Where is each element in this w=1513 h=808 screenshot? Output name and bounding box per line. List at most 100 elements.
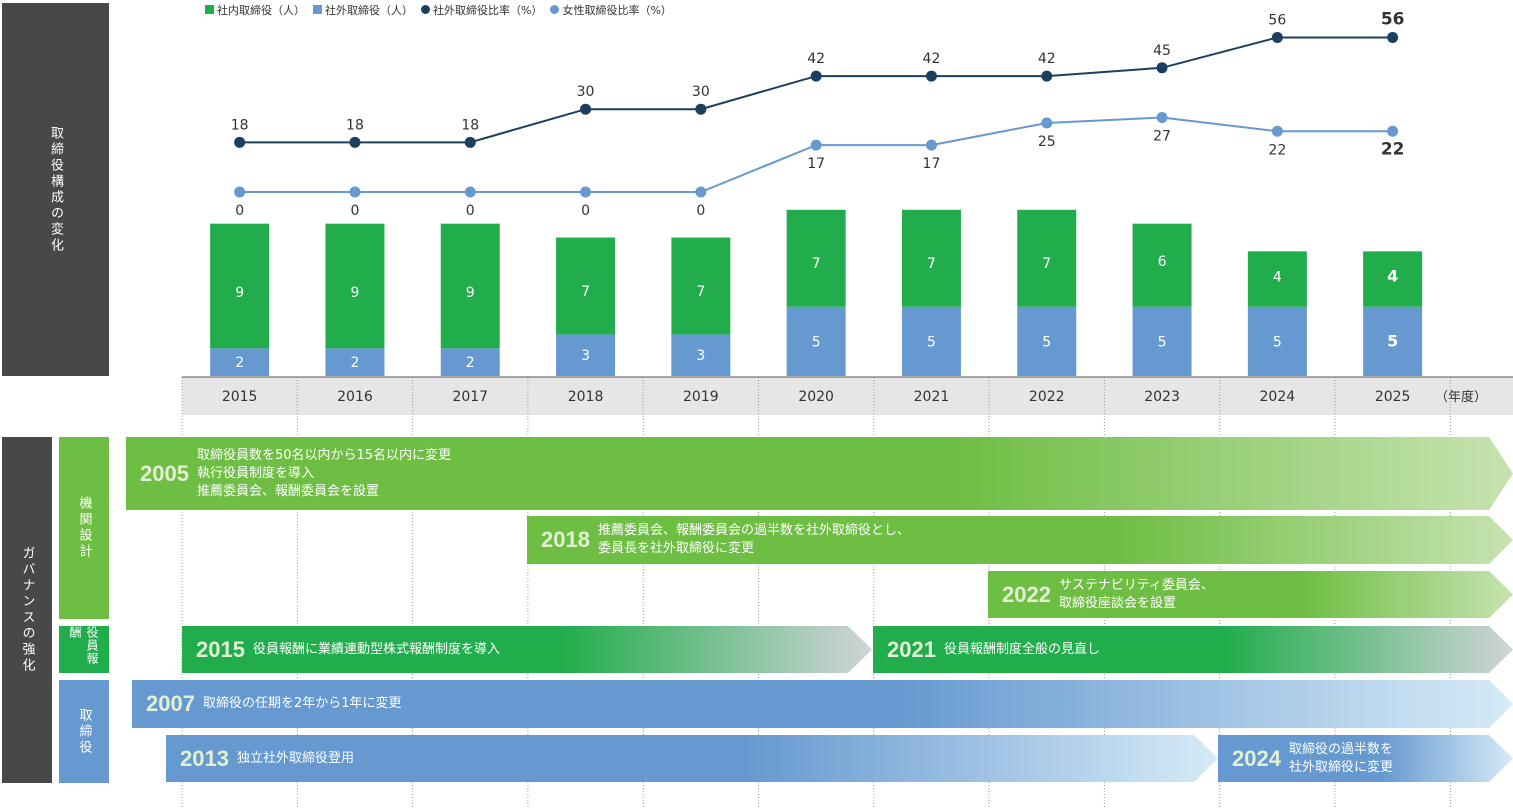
line-point <box>234 136 246 148</box>
line-point-label: 18 <box>461 117 479 133</box>
year-axis-band <box>182 377 1513 415</box>
line-point <box>349 136 361 148</box>
bar-inside-label: 6 <box>1158 254 1167 270</box>
line-point <box>810 70 822 82</box>
line-point-label: 27 <box>1153 128 1171 144</box>
bar-inside <box>901 209 961 307</box>
timeline-event: 2024 取締役の過半数を 社外取締役に変更 <box>1218 735 1513 782</box>
bar-inside <box>671 237 731 335</box>
bar-outside-label: 2 <box>235 355 244 371</box>
x-tick-label: 2017 <box>452 389 488 405</box>
line-point-label: 0 <box>696 203 705 219</box>
event-text: 取締役の任期を2年から1年に変更 <box>202 696 402 711</box>
bar-inside-label: 7 <box>812 256 821 272</box>
bar-inside-label: 9 <box>350 285 359 301</box>
x-tick-label: 2022 <box>1029 389 1065 405</box>
line-point-label: 30 <box>577 84 595 100</box>
line-point <box>695 186 707 198</box>
line-point-label: 17 <box>923 156 941 172</box>
bar-outside <box>1247 306 1307 376</box>
line-point-label: 18 <box>346 117 364 133</box>
event-year: 2022 <box>1002 581 1051 607</box>
bar-outside <box>1017 306 1077 376</box>
side-title-text: 取締役構成の変化 <box>48 125 63 254</box>
timeline-event: 2015 役員報酬に業績連動型株式報酬制度を導入 <box>182 626 872 673</box>
bar-outside-label: 2 <box>466 355 475 371</box>
line-point-label: 17 <box>807 156 825 172</box>
line-point <box>1271 125 1283 137</box>
line-point-label: 42 <box>923 51 941 67</box>
line-point-label: 0 <box>350 203 359 219</box>
legend-item: 女性取締役比率（%） <box>550 2 672 18</box>
line-point <box>925 139 937 151</box>
bar-outside <box>1363 306 1423 376</box>
bar-inside-label: 7 <box>1042 256 1051 272</box>
bar-outside <box>901 306 961 376</box>
bar-outside <box>1132 306 1192 376</box>
bar-outside-label: 5 <box>812 334 821 350</box>
bar-outside-label: 5 <box>927 334 936 350</box>
group-directors: 取締役 <box>59 680 109 783</box>
bar-inside <box>1247 251 1307 307</box>
event-text: 取締役の過半数を 社外取締役に変更 <box>1288 741 1393 775</box>
event-year: 2015 <box>196 636 245 662</box>
bar-outside <box>671 334 731 376</box>
event-text: 役員報酬に業績連動型株式報酬制度を導入 <box>252 641 500 657</box>
bar-inside-label: 9 <box>235 285 244 301</box>
event-year: 2013 <box>180 745 229 771</box>
bar-inside <box>210 223 270 349</box>
event-text: 推薦委員会、報酬委員会の過半数を社外取締役とし、 委員長を社外取締役に変更 <box>597 523 910 556</box>
line-point-label: 30 <box>692 84 710 100</box>
legend-item: 社外取締役（人） <box>313 2 413 18</box>
line-point-label: 0 <box>581 203 590 219</box>
x-tick-label: 2016 <box>337 389 373 405</box>
event-year: 2005 <box>140 460 189 486</box>
line-point-label: 45 <box>1153 43 1171 59</box>
line-point-label: 25 <box>1038 134 1056 150</box>
bar-inside-label: 7 <box>581 284 590 300</box>
line-female-ratio <box>239 116 1393 193</box>
line-point <box>1156 62 1168 74</box>
line-point <box>925 70 937 82</box>
bar-outside <box>210 348 270 376</box>
bar-outside-label: 2 <box>350 355 359 371</box>
line-point <box>1387 125 1399 137</box>
bar-outside-label: 3 <box>696 348 705 364</box>
line-point <box>580 186 592 198</box>
line-point <box>1387 31 1399 43</box>
bar-inside <box>786 209 846 307</box>
bar-inside-label: 4 <box>1273 269 1282 285</box>
line-point <box>464 186 476 198</box>
bar-outside <box>556 334 616 376</box>
line-point-label: 22 <box>1268 142 1286 158</box>
bar-inside-label: 7 <box>927 256 936 272</box>
x-tick-label: 2021 <box>914 389 950 405</box>
timeline-event: 2021 役員報酬制度全般の見直し <box>873 626 1513 673</box>
group-compensation: 役員報酬 <box>59 626 109 673</box>
line-point <box>464 136 476 148</box>
bar-outside <box>786 306 846 376</box>
event-year: 2007 <box>146 691 195 716</box>
x-tick-label: 2018 <box>568 389 604 405</box>
bar-inside <box>556 237 616 335</box>
bar-inside <box>440 223 500 349</box>
line-point-label: 18 <box>231 117 249 133</box>
line-point-label: 56 <box>1268 12 1286 28</box>
line-point <box>349 186 361 198</box>
line-point-label: 42 <box>1038 51 1056 67</box>
line-point-label: 0 <box>466 203 475 219</box>
bar-outside <box>440 348 500 376</box>
legend-item: 社内取締役（人） <box>205 2 305 18</box>
line-point-label: 22 <box>1381 139 1405 159</box>
side-title: 取締役構成の変化 <box>2 3 109 376</box>
line-point-label: 56 <box>1381 9 1405 29</box>
bar-outside-label: 3 <box>581 348 590 364</box>
timeline-event: 2018 推薦委員会、報酬委員会の過半数を社外取締役とし、 委員長を社外取締役に変… <box>527 516 1513 564</box>
event-text: 役員報酬制度全般の見直し <box>943 641 1100 657</box>
bar-inside <box>1132 223 1192 307</box>
timeline-event: 2013 独立社外取締役登用 <box>166 735 1218 782</box>
line-point <box>1271 31 1283 43</box>
bar-inside <box>325 223 385 349</box>
event-year: 2018 <box>541 527 590 552</box>
group-organization: 機関設計 <box>59 437 109 619</box>
